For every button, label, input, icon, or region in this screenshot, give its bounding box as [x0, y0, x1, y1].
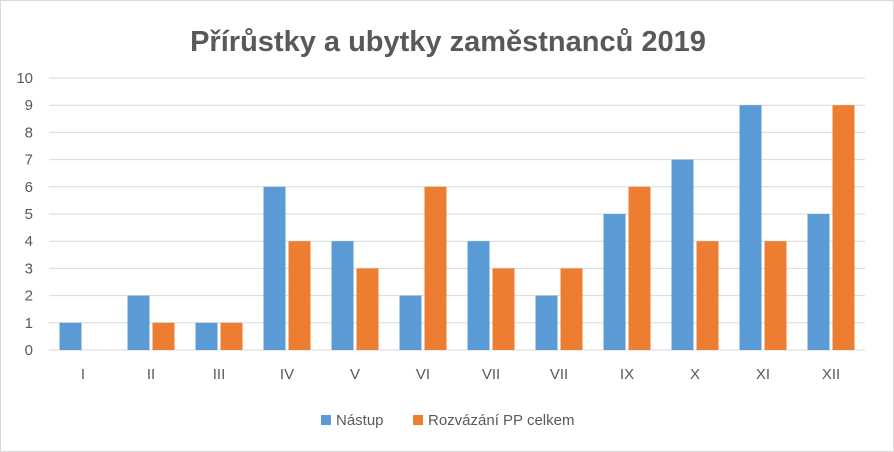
legend: Nástup Rozvázání PP celkem [321, 412, 574, 429]
bar-rozvazani [356, 268, 379, 350]
y-tick-label: 9 [25, 97, 33, 114]
x-tick-label: VII [550, 366, 568, 383]
x-tick-label: I [81, 366, 85, 383]
x-tick-label: VII [482, 366, 500, 383]
x-tick-label: V [350, 366, 360, 383]
y-tick-label: 5 [25, 206, 33, 223]
bar-rozvazani [152, 322, 175, 350]
bar-rozvazani [628, 186, 651, 350]
bar-rozvazani [764, 241, 787, 350]
bar-rozvazani [492, 268, 515, 350]
bars [59, 105, 855, 350]
bar-nastup [399, 295, 422, 350]
bar-rozvazani [832, 105, 855, 350]
y-tick-label: 2 [25, 288, 33, 305]
x-tick-label: IV [280, 366, 294, 383]
x-tick-label: IX [620, 366, 634, 383]
y-axis-ticks: 0 1 2 3 4 5 6 7 8 9 10 [16, 70, 33, 359]
bar-rozvazani [560, 268, 583, 350]
x-axis-ticks: I II III IV V VI VII VII IX X XI XII [81, 366, 840, 383]
x-tick-label: XII [822, 366, 840, 383]
chart-title: Přírůstky a ubytky zaměstnanců 2019 [190, 26, 706, 58]
bar-nastup [331, 241, 354, 350]
bar-nastup [195, 322, 218, 350]
y-tick-label: 10 [16, 70, 33, 87]
legend-label: Nástup [336, 412, 384, 429]
bar-nastup [603, 214, 626, 350]
y-tick-label: 4 [25, 233, 33, 250]
y-tick-label: 0 [25, 342, 33, 359]
legend-label: Rozvázání PP celkem [428, 412, 574, 429]
x-tick-label: XI [756, 366, 770, 383]
y-tick-label: 8 [25, 124, 33, 141]
bar-nastup [535, 295, 558, 350]
x-tick-label: X [690, 366, 700, 383]
bar-nastup [807, 214, 830, 350]
bar-rozvazani [220, 322, 243, 350]
bar-nastup [739, 105, 762, 350]
x-tick-label: VI [416, 366, 430, 383]
y-tick-label: 1 [25, 315, 33, 332]
bar-rozvazani [424, 186, 447, 350]
legend-swatch [321, 415, 331, 425]
bar-nastup [263, 186, 286, 350]
x-tick-label: III [213, 366, 226, 383]
gridlines [49, 77, 865, 351]
bar-nastup [127, 295, 150, 350]
y-tick-label: 7 [25, 152, 33, 169]
x-tick-label: II [147, 366, 155, 383]
legend-swatch [413, 415, 423, 425]
y-tick-label: 6 [25, 179, 33, 196]
bar-nastup [671, 159, 694, 350]
bar-nastup [467, 241, 490, 350]
bar-rozvazani [696, 241, 719, 350]
y-tick-label: 3 [25, 260, 33, 277]
bar-nastup [59, 322, 82, 350]
bar-rozvazani [288, 241, 311, 350]
